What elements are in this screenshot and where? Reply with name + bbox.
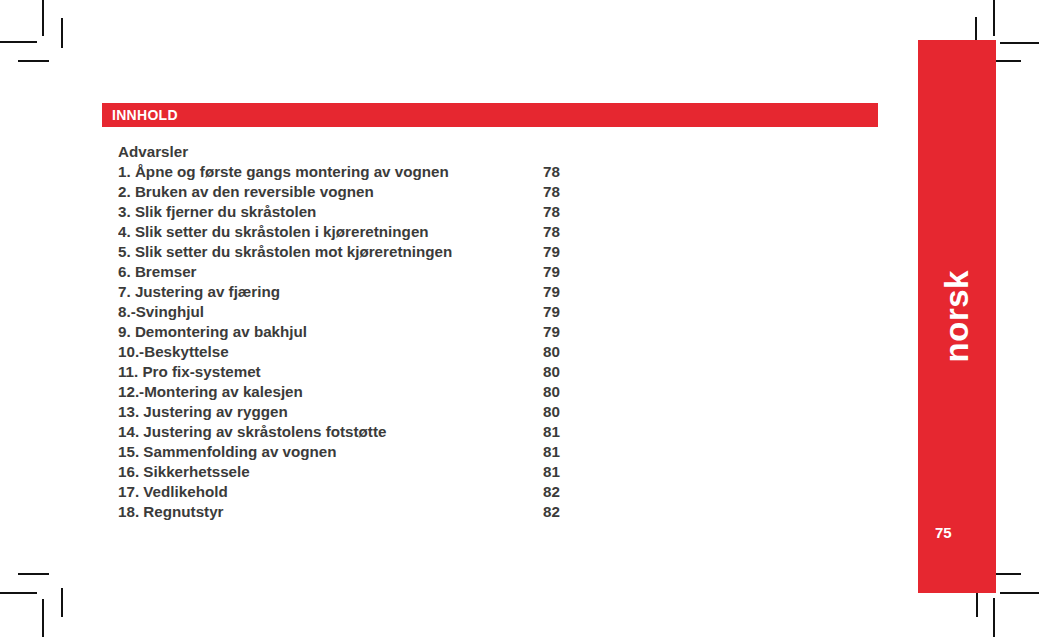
toc-item-page: 78 [543, 162, 587, 182]
toc-item-label: 6. Bremser [118, 262, 543, 282]
crop-mark [42, 0, 44, 36]
toc-item-page: 79 [543, 282, 587, 302]
toc-row: 14. Justering av skråstolens fotstøtte 8… [118, 422, 598, 442]
language-sidebar: norsk 75 [918, 40, 996, 593]
crop-mark [18, 573, 49, 575]
toc-item-label: 14. Justering av skråstolens fotstøtte [118, 422, 543, 442]
toc-item-label: 8.-Svinghjul [118, 302, 543, 322]
crop-mark [18, 60, 49, 62]
toc-row: 15. Sammenfolding av vognen 81 [118, 442, 598, 462]
toc-item-page: 80 [543, 402, 587, 422]
toc-row: 12.-Montering av kalesjen 80 [118, 382, 598, 402]
toc-row: 5. Slik setter du skråstolen mot kjørere… [118, 242, 598, 262]
toc-row: 18. Regnutstyr 82 [118, 502, 598, 522]
toc-item-page: 81 [543, 442, 587, 462]
toc-heading: Advarsler [118, 142, 543, 162]
crop-mark [0, 41, 37, 43]
toc-heading-page [543, 142, 587, 162]
toc-heading-row: Advarsler [118, 142, 598, 162]
toc-item-label: 13. Justering av ryggen [118, 402, 543, 422]
toc-item-label: 16. Sikkerhetssele [118, 462, 543, 482]
toc-item-page: 79 [543, 302, 587, 322]
toc-item-label: 18. Regnutstyr [118, 502, 543, 522]
toc-item-label: 5. Slik setter du skråstolen mot kjørere… [118, 242, 543, 262]
toc-list: Advarsler 1. Åpne og første gangs monter… [118, 142, 598, 522]
crop-mark [61, 18, 63, 48]
toc-row: 3. Slik fjerner du skråstolen 78 [118, 202, 598, 222]
language-label: norsk [938, 270, 976, 362]
toc-item-page: 81 [543, 422, 587, 442]
toc-item-label: 10.-Beskyttelse [118, 342, 543, 362]
toc-item-label: 1. Åpne og første gangs montering av vog… [118, 162, 543, 182]
toc-item-label: 3. Slik fjerner du skråstolen [118, 202, 543, 222]
toc-row: 10.-Beskyttelse 80 [118, 342, 598, 362]
sidebar-page-number: 75 [935, 524, 952, 541]
toc-item-page: 80 [543, 362, 587, 382]
toc-row: 9. Demontering av bakhjul 79 [118, 322, 598, 342]
crop-mark [42, 599, 44, 637]
crop-mark [993, 0, 995, 36]
toc-row: 8.-Svinghjul 79 [118, 302, 598, 322]
crop-mark [1000, 592, 1039, 594]
toc-item-page: 79 [543, 242, 587, 262]
toc-item-label: 7. Justering av fjæring [118, 282, 543, 302]
crop-mark [1000, 42, 1039, 44]
toc-item-label: 11. Pro fix-systemet [118, 362, 543, 382]
toc-item-page: 81 [543, 462, 587, 482]
toc-row: 16. Sikkerhetssele 81 [118, 462, 598, 482]
toc-row: 17. Vedlikehold 82 [118, 482, 598, 502]
toc-item-label: 4. Slik setter du skråstolen i kjøreretn… [118, 222, 543, 242]
toc-item-page: 79 [543, 322, 587, 342]
section-header-bar: INNHOLD [102, 103, 878, 127]
toc-item-page: 80 [543, 382, 587, 402]
section-header-label: INNHOLD [112, 107, 178, 123]
toc-item-label: 15. Sammenfolding av vognen [118, 442, 543, 462]
toc-item-page: 80 [543, 342, 587, 362]
toc-item-label: 12.-Montering av kalesjen [118, 382, 543, 402]
toc-row: 2. Bruken av den reversible vognen 78 [118, 182, 598, 202]
toc-item-page: 82 [543, 502, 587, 522]
toc-item-page: 78 [543, 182, 587, 202]
toc-item-label: 17. Vedlikehold [118, 482, 543, 502]
toc-row: 11. Pro fix-systemet 80 [118, 362, 598, 382]
crop-mark [61, 588, 63, 617]
toc-row: 1. Åpne og første gangs montering av vog… [118, 162, 598, 182]
toc-row: 7. Justering av fjæring 79 [118, 282, 598, 302]
toc-item-page: 82 [543, 482, 587, 502]
toc-row: 13. Justering av ryggen 80 [118, 402, 598, 422]
toc-item-label: 9. Demontering av bakhjul [118, 322, 543, 342]
toc-item-page: 78 [543, 222, 587, 242]
toc-row: 4. Slik setter du skråstolen i kjøreretn… [118, 222, 598, 242]
crop-mark [0, 592, 37, 594]
toc-item-label: 2. Bruken av den reversible vognen [118, 182, 543, 202]
toc-row: 6. Bremser 79 [118, 262, 598, 282]
manual-toc-page: INNHOLD Advarsler 1. Åpne og første gang… [0, 0, 1039, 637]
toc-item-page: 78 [543, 202, 587, 222]
crop-mark [993, 598, 995, 637]
toc-item-page: 79 [543, 262, 587, 282]
